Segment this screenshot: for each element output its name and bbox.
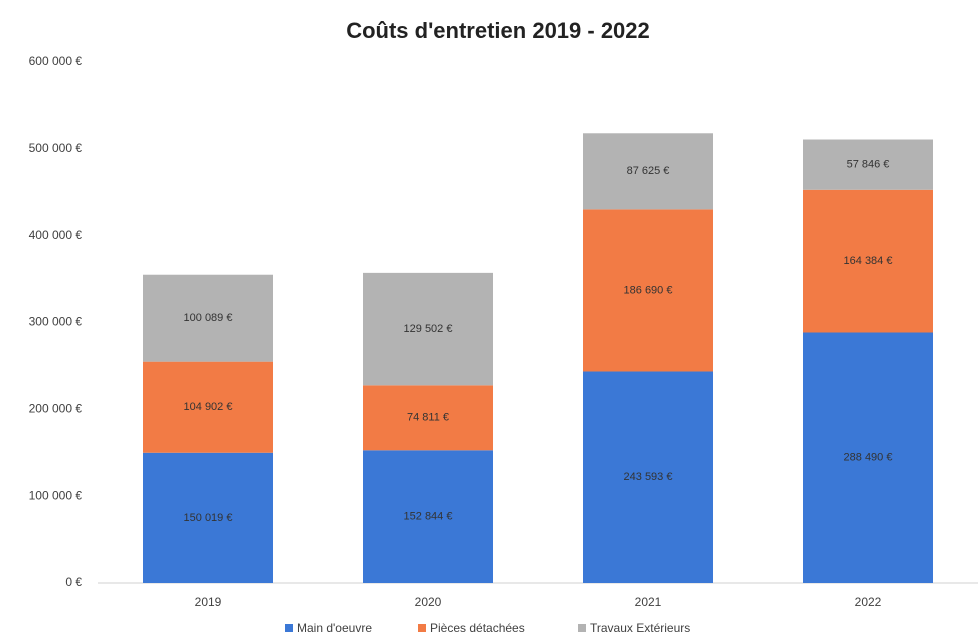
bar-segment	[143, 274, 273, 362]
bar-segment	[143, 361, 273, 453]
bar-segment	[363, 385, 493, 451]
legend-swatch	[285, 624, 293, 632]
x-tick-label: 2022	[855, 595, 882, 609]
bar-segment	[803, 189, 933, 333]
bar-segment	[363, 272, 493, 386]
x-tick-label: 2019	[195, 595, 222, 609]
legend-swatch	[578, 624, 586, 632]
value-label: 129 502 €	[404, 323, 453, 335]
y-tick-label: 200 000 €	[29, 402, 83, 416]
x-tick-label: 2021	[635, 595, 662, 609]
value-label: 57 846 €	[847, 159, 890, 171]
chart-title: Coûts d'entretien 2019 - 2022	[346, 18, 650, 43]
value-label: 164 384 €	[844, 255, 893, 267]
x-tick-label: 2020	[415, 595, 442, 609]
value-label: 243 593 €	[624, 471, 673, 483]
bar-segment	[583, 133, 713, 210]
y-tick-label: 0 €	[65, 575, 82, 589]
legend-label: Pièces détachées	[430, 621, 525, 635]
value-label: 74 811 €	[407, 412, 449, 424]
bar-segment	[583, 209, 713, 372]
legend-swatch	[418, 624, 426, 632]
value-label: 87 625 €	[627, 165, 670, 177]
y-tick-label: 300 000 €	[29, 315, 83, 329]
bar-segment	[803, 139, 933, 190]
value-label: 100 089 €	[184, 312, 233, 324]
value-label: 152 844 €	[404, 511, 453, 523]
bar-segment	[803, 332, 933, 583]
value-label: 288 490 €	[844, 452, 893, 464]
y-tick-label: 400 000 €	[29, 228, 83, 242]
legend-label: Travaux Extérieurs	[590, 621, 690, 635]
bar-segment	[143, 452, 273, 583]
bar-segment	[583, 371, 713, 583]
y-tick-label: 100 000 €	[29, 488, 83, 502]
value-label: 104 902 €	[184, 401, 233, 413]
legend-label: Main d'oeuvre	[297, 621, 372, 635]
y-tick-label: 600 000 €	[29, 54, 83, 68]
value-label: 150 019 €	[184, 512, 233, 524]
bar-segment	[363, 450, 493, 583]
y-tick-label: 500 000 €	[29, 141, 83, 155]
value-label: 186 690 €	[624, 284, 673, 296]
